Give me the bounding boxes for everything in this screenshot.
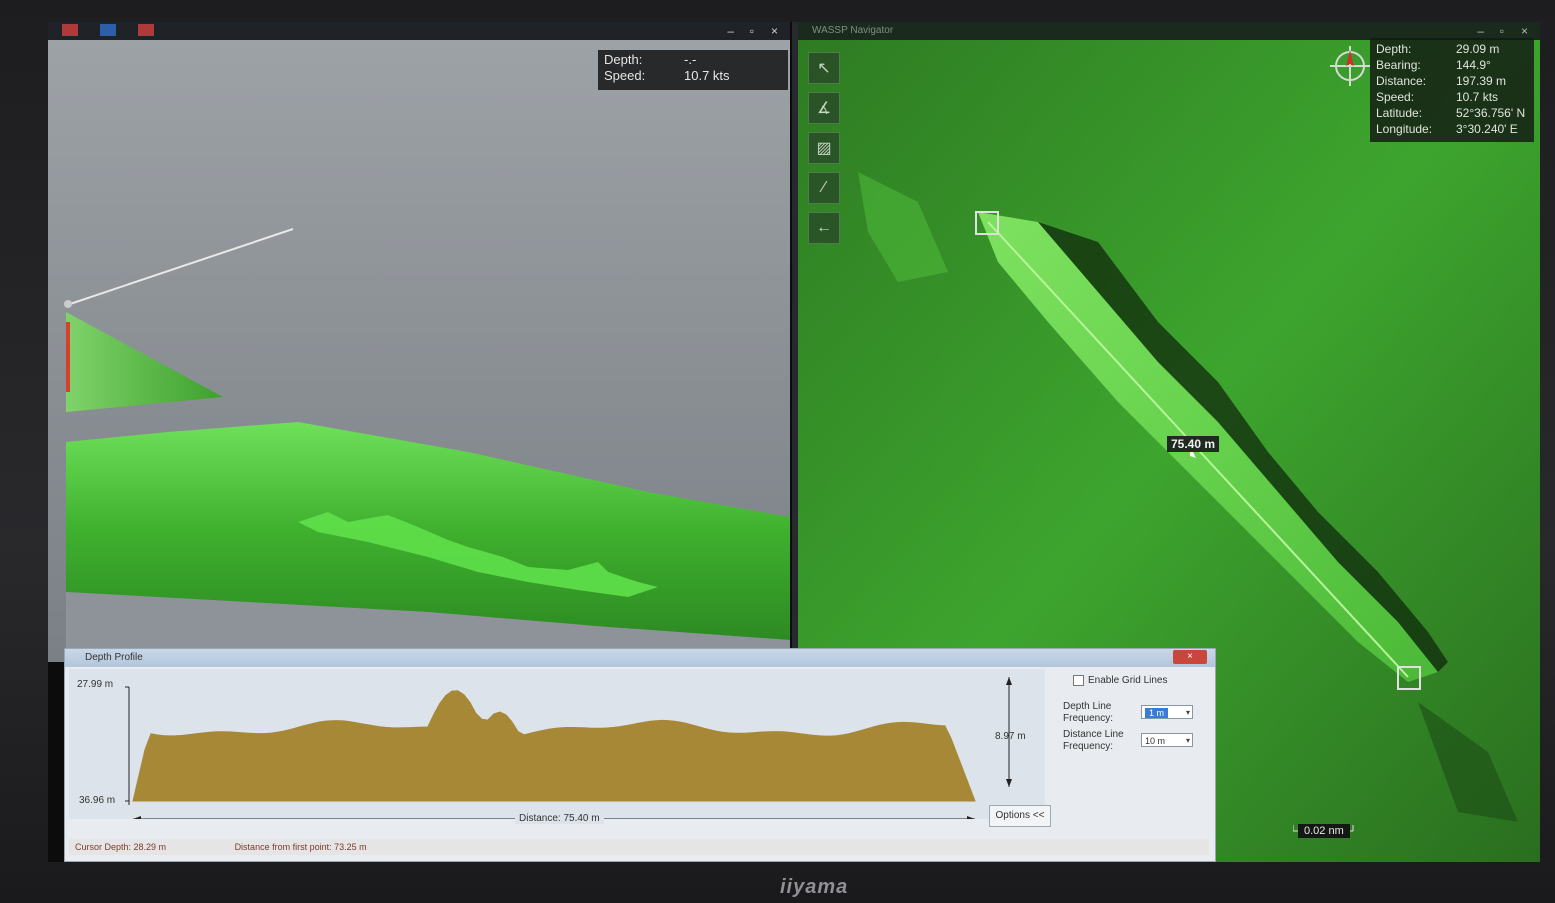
- depth-range-label: 8.97 m: [995, 731, 1026, 742]
- word-icon[interactable]: [100, 24, 116, 36]
- speed-value: 10.7 kts: [684, 68, 730, 83]
- measure-distance-label: 75.40 m: [1167, 436, 1220, 452]
- terrain-3d-render[interactable]: [48, 22, 790, 662]
- distance-line-frequency-select[interactable]: 10 m ▾: [1141, 733, 1193, 747]
- profile-status-bar: Cursor Depth: 28.29 m Distance from firs…: [69, 839, 1209, 855]
- chevron-down-icon[interactable]: ▾: [1185, 736, 1190, 745]
- grid-lines-label: Enable Grid Lines: [1088, 675, 1168, 686]
- nav-close-button[interactable]: ×: [1520, 24, 1528, 38]
- depth-line-frequency-select[interactable]: 1 m ▾: [1141, 705, 1193, 719]
- nav-depth-value: 29.09 m: [1456, 42, 1500, 56]
- depth-profile-title: Depth Profile: [85, 652, 143, 663]
- nav-distance-value: 197.39 m: [1456, 74, 1507, 88]
- navigator-info-panel: Depth: 29.09 m Bearing: 144.9° Distance: 19…: [1370, 38, 1534, 142]
- distance-line-frequency-label: Distance Line Frequency:: [1063, 729, 1124, 752]
- screen: – ▫ × Depth: -.- Speed: 10.7 kts: [48, 22, 1540, 862]
- measure-tool-button[interactable]: ∡: [808, 92, 840, 124]
- profile-chart[interactable]: 27.99 m 36.96 m 8.97 m Distance: 75.40 m…: [69, 669, 1051, 827]
- distance-from-first-status: Distance from first point: 73.25 m: [234, 842, 367, 852]
- view-3d-window[interactable]: – ▫ × Depth: -.- Speed: 10.7 kts: [48, 22, 790, 662]
- nav-bearing-value: 144.9°: [1456, 58, 1491, 72]
- taskbar-icons: [62, 24, 154, 36]
- top-depth-label: 27.99 m: [77, 679, 114, 690]
- window-divider: [792, 22, 798, 662]
- nav-depth-label: Depth:: [1376, 42, 1412, 56]
- depth-label: Depth:: [604, 52, 643, 67]
- options-button[interactable]: Options <<: [989, 805, 1051, 827]
- app2-icon[interactable]: [138, 24, 154, 36]
- nav-latitude-label: Latitude:: [1376, 106, 1423, 120]
- nav-maximize-button[interactable]: ▫: [1499, 24, 1504, 38]
- nav-speed-label: Speed:: [1376, 90, 1415, 104]
- depth-line-value: 1 m: [1145, 708, 1169, 718]
- nav-longitude-label: Longitude:: [1376, 122, 1433, 136]
- chevron-down-icon[interactable]: ▾: [1185, 708, 1190, 717]
- grid-lines-checkbox[interactable]: [1073, 675, 1084, 686]
- nav-distance-label: Distance:: [1376, 74, 1427, 88]
- navigator-window[interactable]: WASSP Navigator – ▫ × ↖ ∡ ▨ ∕ ← Depth: 29…: [798, 22, 1540, 862]
- nav-latitude-value: 52°36.756' N: [1456, 106, 1526, 120]
- view-tool-button[interactable]: ↖: [808, 52, 840, 84]
- speed-label: Speed:: [604, 68, 646, 83]
- profile-options-panel: Enable Grid Lines Depth Line Frequency: …: [1055, 669, 1213, 819]
- scale-label: 0.02 nm: [1298, 824, 1350, 838]
- distance-line-value: 10 m: [1145, 736, 1166, 746]
- enable-grid-lines-checkbox[interactable]: Enable Grid Lines: [1073, 675, 1168, 686]
- line-tool-button[interactable]: ∕: [808, 172, 840, 204]
- bottom-depth-label: 36.96 m: [79, 795, 116, 806]
- depth-profile-titlebar: Depth Profile ×: [65, 649, 1215, 667]
- profile-plot: [125, 677, 1012, 819]
- map-toolbar: ↖ ∡ ▨ ∕ ←: [808, 52, 844, 252]
- cursor-depth-status: Cursor Depth: 28.29 m: [75, 842, 167, 852]
- nav-minimize-button[interactable]: –: [1477, 24, 1484, 38]
- app-icon[interactable]: [62, 24, 78, 36]
- nav-bearing-label: Bearing:: [1376, 58, 1421, 72]
- monitor-brand-label: iiyama: [780, 876, 849, 898]
- nav-longitude-value: 3°30.240' E: [1456, 122, 1518, 136]
- depth-line-frequency-label: Depth Line Frequency:: [1063, 701, 1114, 724]
- back-button[interactable]: ←: [808, 212, 840, 244]
- navigator-titlebar: WASSP Navigator – ▫ ×: [798, 22, 1540, 40]
- distance-label: Distance: 75.40 m: [515, 813, 604, 824]
- minimize-button[interactable]: –: [727, 24, 734, 38]
- depth-value: -.-: [684, 52, 697, 67]
- view-3d-info-panel: Depth: -.- Speed: 10.7 kts: [598, 50, 788, 90]
- maximize-button[interactable]: ▫: [749, 24, 754, 38]
- nav-speed-value: 10.7 kts: [1456, 90, 1499, 104]
- depth-profile-dialog[interactable]: Depth Profile × 27.99 m 36.96 m 8.97 m D…: [64, 648, 1216, 862]
- profile-tool-button[interactable]: ▨: [808, 132, 840, 164]
- close-button[interactable]: ×: [770, 24, 778, 38]
- dialog-close-button[interactable]: ×: [1173, 650, 1207, 664]
- navigator-title: WASSP Navigator: [812, 25, 894, 36]
- compass-icon[interactable]: [1328, 44, 1372, 88]
- view-3d-titlebar: – ▫ ×: [48, 22, 790, 40]
